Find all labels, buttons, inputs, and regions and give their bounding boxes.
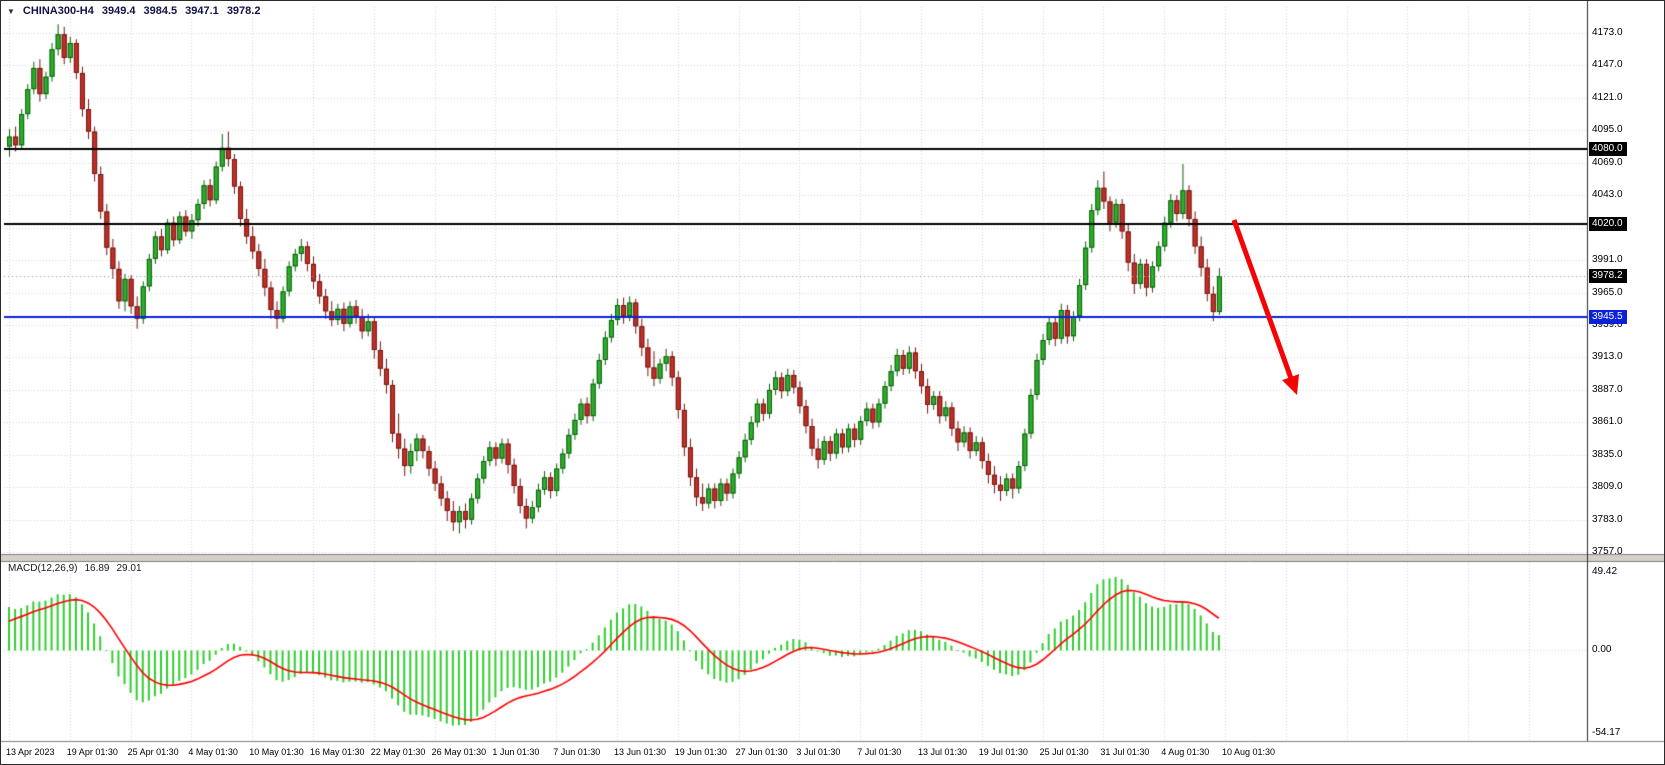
price-axis-label: 4147.0 [1592, 59, 1623, 71]
price-level-tag: 4020.0 [1589, 216, 1627, 231]
price-axis-label: 3887.0 [1592, 383, 1623, 395]
price-axis-label: 3835.0 [1592, 448, 1623, 460]
price-axis-label: 4043.0 [1592, 189, 1623, 201]
macd-name-label: MACD(12,26,9) [8, 563, 78, 574]
time-axis-label: 22 May 01:30 [370, 747, 426, 757]
time-axis-label: 27 Jun 01:30 [735, 747, 788, 757]
time-axis-label: 13 Jul 01:30 [918, 747, 968, 757]
ohlc-header: ▼ CHINA300-H4 3949.4 3984.5 3947.1 3978.… [7, 5, 260, 17]
price-level-tag: 4080.0 [1589, 142, 1627, 157]
bar-close-value: 3978.2 [226, 5, 261, 17]
price-axis-label: 3965.0 [1592, 286, 1623, 298]
time-axis-label: 13 Jun 01:30 [614, 747, 667, 757]
bar-low-value: 3947.1 [185, 5, 219, 17]
time-axis-label: 4 May 01:30 [188, 747, 238, 757]
price-level-tag: 3945.5 [1589, 309, 1627, 324]
price-axis-label: 4095.0 [1592, 124, 1623, 136]
price-axis-label: 3939.0 [1592, 319, 1623, 331]
time-axis-label: 19 Jul 01:30 [978, 747, 1028, 757]
time-axis-label: 13 Apr 2023 [6, 747, 55, 757]
time-axis-label: 7 Jun 01:30 [553, 747, 601, 757]
macd-signal-value: 29.01 [116, 563, 142, 574]
time-axis-label: 10 Aug 01:30 [1222, 747, 1276, 757]
macd-axis-label: -54.17 [1592, 727, 1621, 738]
time-axis-label: 3 Jul 01:30 [796, 747, 841, 757]
time-axis-label: 1 Jun 01:30 [492, 747, 540, 757]
time-axis-label: 19 Jun 01:30 [674, 747, 727, 757]
macd-axis-label: 0.00 [1592, 644, 1612, 656]
time-axis-label: 25 Apr 01:30 [127, 747, 179, 757]
price-axis-label: 4069.0 [1592, 156, 1623, 168]
price-axis-label: 3861.0 [1592, 416, 1623, 428]
bar-open-value: 3949.4 [101, 5, 136, 17]
time-axis-label: 31 Jul 01:30 [1100, 747, 1150, 757]
price-axis-label: 3783.0 [1592, 513, 1623, 525]
macd-axis-label: 49.42 [1592, 566, 1618, 577]
time-axis-label: 26 May 01:30 [431, 747, 487, 757]
time-axis-label: 7 Jul 01:30 [857, 747, 902, 757]
time-axis-label: 4 Aug 01:30 [1161, 747, 1210, 757]
time-axis-label: 25 Jul 01:30 [1039, 747, 1089, 757]
time-axis-label: 10 May 01:30 [249, 747, 304, 757]
price-axis-label: 4121.0 [1592, 91, 1623, 103]
symbol-timeframe-label: CHINA300-H4 [22, 5, 94, 17]
price-axis-label: 3913.0 [1592, 351, 1623, 363]
macd-indicator-label: MACD(12,26,9) 16.89 29.01 [8, 563, 142, 574]
bar-high-value: 3984.5 [143, 5, 178, 17]
price-axis-label: 3809.0 [1592, 481, 1623, 493]
time-axis-label: 19 Apr 01:30 [66, 747, 118, 757]
price-axis-label: 3991.0 [1592, 254, 1623, 266]
price-axis-label: 3757.0 [1592, 546, 1623, 558]
time-axis-label: 16 May 01:30 [310, 747, 365, 757]
chevron-down-icon[interactable]: ▼ [7, 6, 15, 16]
price-axis-label: 4173.0 [1592, 27, 1623, 38]
macd-main-value: 16.89 [84, 563, 110, 574]
current-price-tag: 3978.2 [1589, 269, 1627, 284]
